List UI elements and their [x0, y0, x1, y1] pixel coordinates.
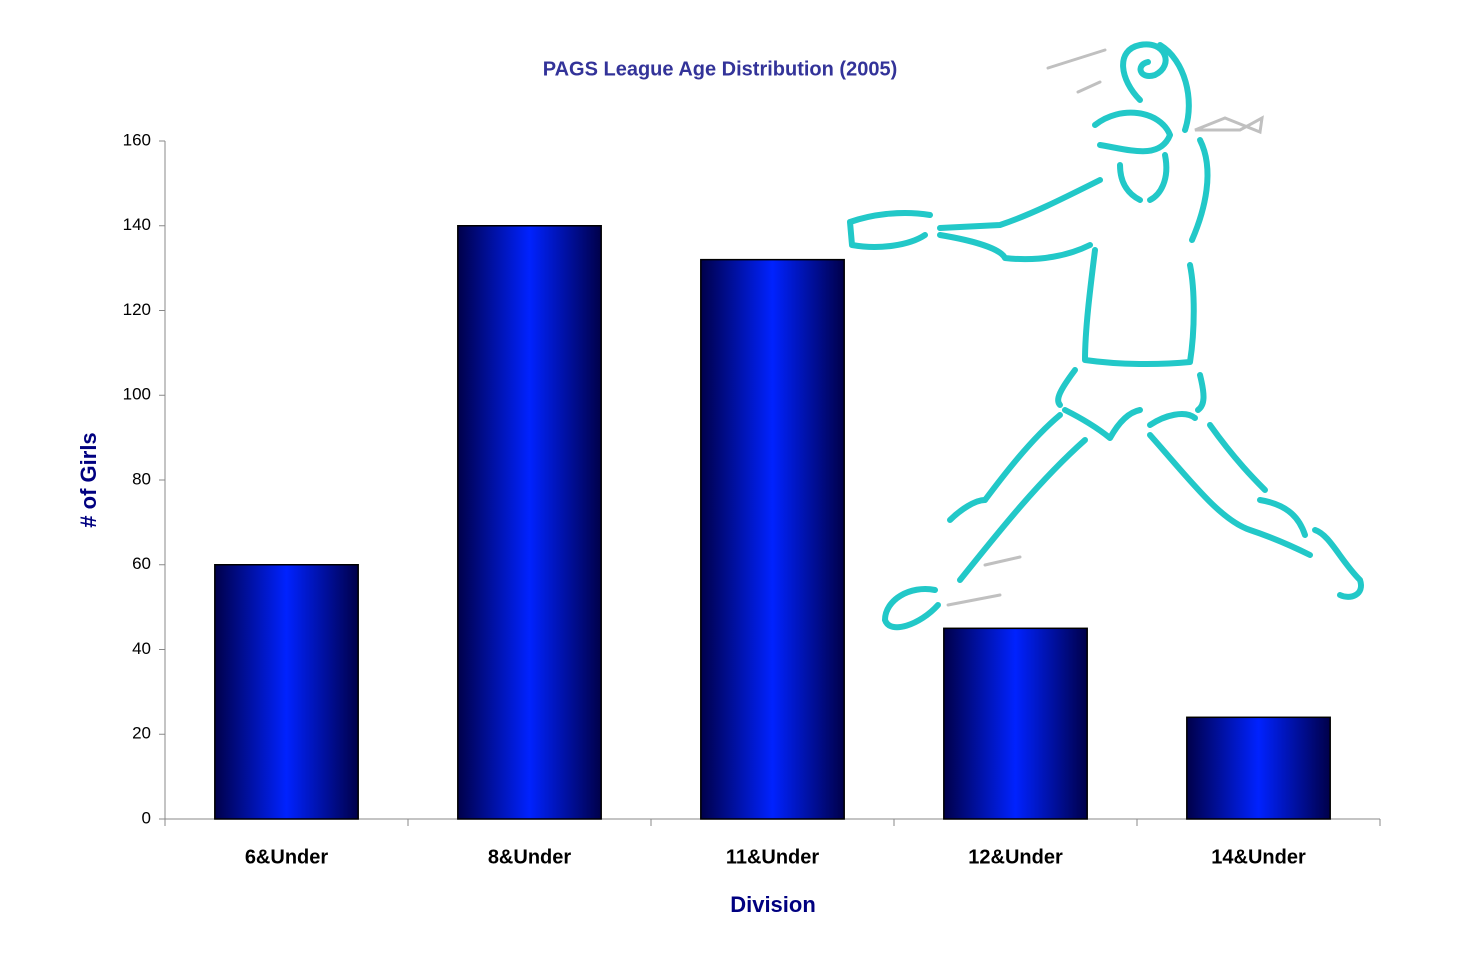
y-tick-label: 60 — [132, 554, 151, 573]
pitcher-clipart — [847, 41, 1364, 631]
x-tick-label: 8&Under — [488, 846, 572, 868]
y-tick-label: 20 — [132, 724, 151, 743]
y-tick-label: 100 — [123, 385, 151, 404]
x-tick-label: 11&Under — [726, 846, 820, 868]
y-tick-label: 120 — [123, 300, 151, 319]
y-tick-label: 80 — [132, 469, 151, 488]
y-axis-title: # of Girls — [76, 432, 101, 527]
x-axis-title: Division — [730, 892, 816, 917]
y-tick-label: 0 — [142, 808, 151, 827]
y-tick-label: 40 — [132, 639, 151, 658]
bar — [1186, 716, 1331, 820]
x-tick-label: 6&Under — [245, 846, 329, 868]
y-tick-label: 160 — [123, 130, 151, 149]
bar — [700, 258, 845, 820]
bar — [214, 564, 359, 820]
bar — [943, 627, 1088, 820]
chart-title: PAGS League Age Distribution (2005) — [543, 58, 898, 80]
y-tick-label: 140 — [123, 215, 151, 234]
x-tick-label: 12&Under — [968, 846, 1063, 868]
x-tick-label: 14&Under — [1211, 846, 1306, 868]
bar — [457, 225, 602, 820]
